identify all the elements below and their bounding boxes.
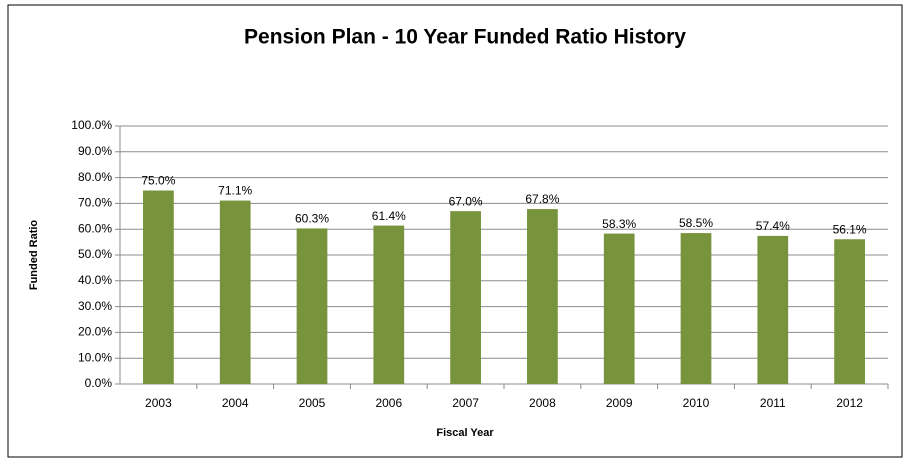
y-tick-label: 100.0% bbox=[71, 118, 112, 132]
data-label: 67.8% bbox=[525, 192, 559, 206]
y-tick-label: 30.0% bbox=[78, 299, 112, 313]
x-tick-label: 2005 bbox=[299, 396, 326, 410]
y-tick-label: 50.0% bbox=[78, 247, 112, 261]
data-label: 61.4% bbox=[372, 209, 406, 223]
y-tick-label: 20.0% bbox=[78, 325, 112, 339]
bar bbox=[296, 228, 328, 384]
bar bbox=[143, 190, 174, 384]
data-label: 56.1% bbox=[833, 222, 867, 236]
x-tick-label: 2006 bbox=[375, 396, 402, 410]
chart-title: Pension Plan - 10 Year Funded Ratio Hist… bbox=[244, 26, 686, 49]
data-label: 75.0% bbox=[141, 174, 175, 188]
bar bbox=[757, 235, 789, 384]
x-tick-label: 2012 bbox=[836, 396, 863, 410]
bar bbox=[834, 239, 865, 384]
y-tick-label: 0.0% bbox=[85, 376, 113, 390]
data-label: 67.0% bbox=[449, 194, 483, 208]
data-label: 71.1% bbox=[218, 184, 252, 198]
x-tick-label: 2010 bbox=[683, 396, 710, 410]
bar bbox=[450, 211, 481, 384]
bar bbox=[527, 209, 558, 384]
bar bbox=[373, 225, 405, 384]
x-tick-label: 2009 bbox=[606, 396, 633, 410]
bar bbox=[603, 233, 635, 384]
y-axis-label: Funded Ratio bbox=[28, 220, 40, 291]
data-label: 58.5% bbox=[679, 216, 713, 230]
x-tick-label: 2008 bbox=[529, 396, 556, 410]
y-tick-label: 60.0% bbox=[78, 221, 112, 235]
data-label: 60.3% bbox=[295, 212, 329, 226]
data-label: 58.3% bbox=[602, 217, 636, 231]
x-tick-label: 2003 bbox=[145, 396, 172, 410]
y-tick-label: 40.0% bbox=[78, 273, 112, 287]
y-tick-label: 90.0% bbox=[78, 144, 112, 158]
x-tick-label: 2011 bbox=[760, 396, 786, 410]
y-tick-label: 80.0% bbox=[78, 170, 112, 184]
data-label: 57.4% bbox=[756, 219, 790, 233]
y-tick-label: 10.0% bbox=[78, 350, 112, 364]
x-axis-label: Fiscal Year bbox=[436, 427, 494, 439]
bar bbox=[680, 233, 712, 384]
y-tick-label: 70.0% bbox=[78, 196, 112, 210]
x-tick-label: 2007 bbox=[452, 396, 479, 410]
bar bbox=[219, 200, 251, 384]
x-tick-label: 2004 bbox=[222, 396, 249, 410]
